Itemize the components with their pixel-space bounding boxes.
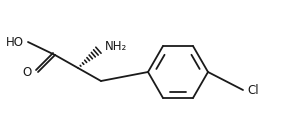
Text: Cl: Cl (247, 84, 259, 97)
Text: O: O (23, 66, 32, 79)
Text: HO: HO (6, 36, 24, 48)
Text: NH₂: NH₂ (105, 39, 127, 53)
